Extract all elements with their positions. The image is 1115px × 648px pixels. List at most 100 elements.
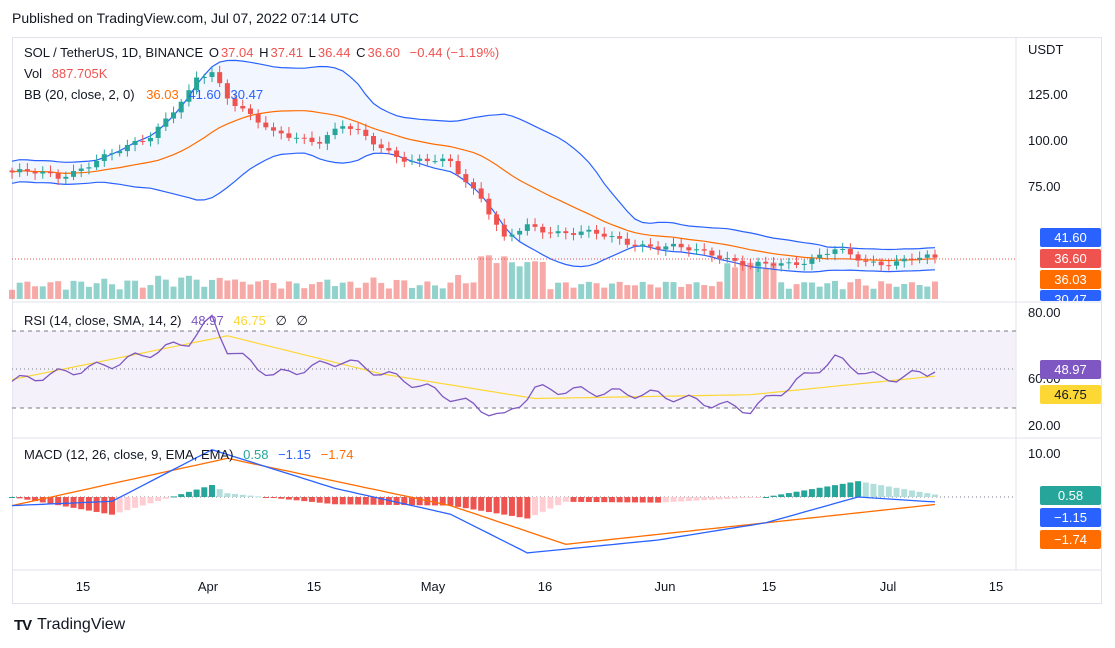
macd-histogram-bar (416, 497, 423, 506)
candle-body (278, 130, 284, 134)
macd-histogram-bar (32, 497, 39, 502)
candle-body (640, 244, 646, 247)
volume-bar (432, 285, 439, 299)
candle-body (424, 158, 430, 162)
candle-body (624, 238, 630, 245)
volume-bar (16, 282, 23, 299)
volume-bars (9, 255, 938, 299)
macd-histogram-bar (101, 497, 108, 514)
candle-body (609, 236, 615, 238)
macd-histogram-bar (547, 497, 554, 509)
macd-histogram-bar (847, 482, 854, 497)
candle-body (378, 144, 384, 149)
macd-histogram-bar (224, 493, 231, 497)
candle-body (455, 161, 461, 175)
macd-histogram-bar (362, 497, 369, 505)
candle-body (394, 150, 400, 157)
candle-body (471, 182, 476, 189)
macd-histogram-bar (708, 497, 715, 500)
volume-bar (685, 284, 692, 299)
candle-body (340, 126, 346, 129)
volume-bar (408, 287, 415, 299)
macd-histogram-bar (639, 497, 646, 503)
macd-histogram-bar (801, 490, 808, 497)
macd-histogram-bar (93, 497, 100, 512)
macd-histogram-bar (839, 483, 846, 497)
candle-body (55, 173, 61, 179)
volume-bar (170, 286, 177, 299)
candle-body (740, 260, 746, 266)
close-value: 36.60 (367, 45, 401, 60)
candle-body (678, 243, 684, 248)
candle-body (371, 135, 377, 145)
volume-bar (508, 262, 515, 299)
macd-histogram-bar (808, 489, 815, 497)
volume-bar (332, 286, 339, 299)
volume-bar (716, 281, 723, 299)
macd-histogram-bar (55, 497, 62, 506)
volume-bar (424, 281, 431, 299)
volume-bar (578, 284, 585, 299)
volume-bar (816, 286, 823, 299)
volume-bar (901, 284, 908, 299)
candle-body (847, 248, 853, 255)
candle-body (401, 156, 407, 162)
footer-brand-text[interactable]: TradingView (37, 616, 126, 633)
volume-bar (724, 263, 731, 299)
macd-tag: −1.15 (1040, 508, 1101, 527)
candle-body (686, 247, 692, 251)
macd-histogram-bar (524, 497, 531, 519)
price-tick-125: 125.00 (1028, 87, 1068, 102)
volume-bar (632, 285, 639, 299)
volume-bar (116, 289, 123, 299)
macd-hist-value: 0.58 (243, 447, 269, 462)
macd-label[interactable]: MACD (12, 26, close, 9, EMA, EMA) (24, 447, 234, 462)
macd-histogram-bar (516, 497, 523, 518)
high-label: H (259, 45, 269, 60)
symbol-label[interactable]: SOL / TetherUS, 1D, BINANCE (24, 45, 204, 60)
macd-histogram-bar (601, 497, 608, 503)
candle-body (563, 231, 569, 234)
volume-bar (893, 286, 900, 299)
volume-bar (285, 281, 292, 299)
price-legend: SOL / TetherUS, 1D, BINANCE O 37.04 H 37.4… (24, 45, 501, 60)
candle-body (486, 198, 492, 215)
candle-body (440, 158, 446, 162)
candle-body (909, 258, 915, 260)
macd-histogram-bar (924, 493, 931, 497)
bb-label[interactable]: BB (20, close, 2, 0) (24, 87, 135, 102)
macd-histogram-bar (693, 497, 700, 501)
volume-bar (862, 285, 869, 299)
volume-bar (662, 281, 669, 299)
volume-bar (932, 281, 938, 299)
candle-body (517, 230, 523, 235)
volume-bar (462, 283, 469, 299)
volume-bar (255, 281, 262, 299)
rsi-extra-1: ∅ (275, 313, 287, 328)
volume-label[interactable]: Vol (24, 66, 43, 81)
candlesticks[interactable] (9, 65, 938, 273)
candle-body (694, 249, 700, 251)
macd-histogram-bar (139, 497, 146, 506)
volume-bar (9, 289, 15, 299)
candle-body (786, 262, 792, 264)
candle-body (240, 105, 246, 109)
macd-histogram-bar (355, 497, 362, 505)
chart-frame[interactable] (12, 37, 1102, 604)
macd-histogram-bar (732, 497, 739, 499)
rsi-label[interactable]: RSI (14, close, SMA, 14, 2) (24, 313, 182, 328)
candle-body (932, 254, 938, 258)
candle-body (47, 171, 53, 174)
candle-body (209, 72, 215, 78)
volume-bar (924, 286, 931, 299)
candle-body (32, 171, 38, 174)
macd-histogram-bar (308, 497, 315, 502)
macd-histogram-bar (478, 497, 485, 511)
volume-bar (608, 283, 615, 299)
volume-bar (670, 282, 677, 299)
bb-upper-tag: 41.60 (1040, 228, 1101, 247)
candle-body (817, 254, 823, 259)
candle-body (178, 101, 184, 113)
macd-histogram-bar (885, 486, 892, 497)
